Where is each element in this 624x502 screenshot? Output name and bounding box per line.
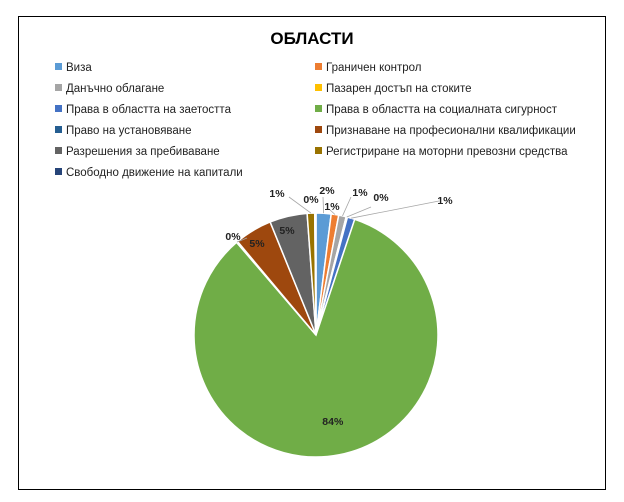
legend-swatch [315, 147, 322, 154]
leader-line [288, 196, 312, 214]
chart-title: ОБЛАСТИ [270, 29, 354, 48]
leader-line [351, 200, 440, 219]
chart-frame: ОБЛАСТИ Виза Граничен контрол Данъчно обла… [18, 16, 606, 490]
legend-item: Право на установяване [55, 124, 192, 138]
leader-line [236, 237, 248, 243]
legend-label: Граничен контрол [326, 62, 422, 74]
legend-item: Виза [55, 61, 92, 75]
slice-label: 1% [269, 188, 285, 200]
legend-swatch [55, 84, 62, 91]
pie-slice [193, 218, 439, 458]
slice-label: 2% [319, 185, 335, 197]
legend-label: Права в областта на социалната сигурност [326, 104, 557, 116]
slice-label: 0% [303, 194, 319, 206]
legend-swatch [55, 147, 62, 154]
leader-line [322, 196, 324, 214]
legend-swatch [315, 84, 322, 91]
legend-label: Пазарен достъп на стоките [326, 83, 472, 95]
slice-label: 5% [249, 238, 265, 250]
legend-swatch [315, 105, 322, 112]
legend-item: Разрешения за пребиваване [55, 145, 220, 159]
legend-label: Право на установяване [66, 125, 192, 137]
legend-item: Данъчно облагане [55, 82, 164, 96]
legend-swatch [315, 63, 322, 70]
slice-label: 0% [373, 192, 389, 204]
leader-line [346, 206, 372, 218]
legend-label: Виза [66, 62, 92, 74]
legend-item: Признаване на професионални квалификации [315, 124, 576, 138]
legend-label: Права в областта на заетостта [66, 104, 231, 116]
legend-item: Регистриране на моторни превозни средств… [315, 145, 568, 159]
slice-label: 1% [437, 195, 453, 207]
legend-item: Граничен контрол [315, 61, 422, 75]
legend-label: Регистриране на моторни превозни средств… [326, 146, 568, 158]
leader-line [328, 208, 336, 215]
legend-label: Признаване на професионални квалификации [326, 125, 576, 137]
pie-slice [313, 212, 317, 336]
legend-item: Права в областта на социалната сигурност [315, 103, 557, 117]
slice-label: 84% [322, 416, 344, 428]
slice-label: 0% [225, 231, 241, 243]
legend-item: Свободно движение на капитали [55, 166, 243, 180]
slice-label: 1% [352, 187, 368, 199]
legend-item: Пазарен достъп на стоките [315, 82, 472, 96]
legend-swatch [55, 168, 62, 175]
legend-swatch [55, 126, 62, 133]
legend-swatch [315, 126, 322, 133]
pie-chart: 2% 1% 1% 0% 1% 84% 0% 5% 5% 1% 0% [193, 185, 453, 458]
slice-label: 1% [324, 201, 340, 213]
leader-line [342, 196, 352, 217]
legend-label: Разрешения за пребиваване [66, 146, 220, 158]
legend-swatch [55, 105, 62, 112]
slice-label: 5% [279, 225, 295, 237]
legend-label: Данъчно облагане [66, 83, 165, 95]
legend-label: Свободно движение на капитали [66, 167, 243, 179]
legend-item: Права в областта на заетостта [55, 103, 231, 117]
legend-swatch [55, 63, 62, 70]
